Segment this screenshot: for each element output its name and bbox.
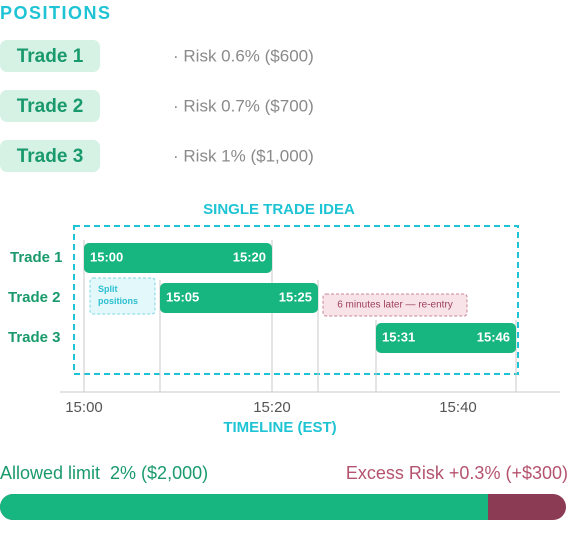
trade-bar [160, 283, 318, 313]
axis-tick-label: 15:00 [65, 399, 103, 416]
bar-end: 15:20 [233, 249, 266, 264]
bar-start: 15:31 [382, 329, 415, 344]
split-note-box [89, 277, 156, 315]
position-risk: · Risk 0.7% ($700) [173, 96, 314, 115]
reentry-note-box [322, 293, 468, 317]
pill [0, 90, 100, 122]
allowed-limit: Allowed limit 2% ($2,000) [0, 463, 208, 483]
bar-start: 15:00 [90, 249, 123, 264]
header-title: POSITIONS [0, 3, 112, 23]
allowed-bar [0, 494, 488, 520]
position-risk: · Risk 0.6% ($600) [173, 46, 314, 65]
row-label: Trade 2 [8, 289, 61, 306]
bar-end: 15:25 [279, 289, 312, 304]
axis-tick-label: 15:40 [439, 399, 477, 416]
axis-tick-label: 15:20 [253, 399, 291, 416]
trade-idea-box [73, 225, 519, 375]
position-label: Trade 3 [17, 146, 84, 167]
reentry-note: 6 minutes later — re-entry [337, 300, 453, 311]
pill [0, 140, 100, 172]
axis-title: TIMELINE (EST) [223, 419, 336, 436]
position-label: Trade 1 [17, 46, 84, 67]
timeline-title: SINGLE TRADE IDEA [203, 201, 355, 218]
excess-risk: Excess Risk +0.3% (+$300) [346, 463, 568, 483]
pill [0, 40, 100, 72]
position-risk: · Risk 1% ($1,000) [173, 146, 314, 165]
bar-start: 15:05 [166, 289, 199, 304]
bar-end: 15:46 [477, 329, 510, 344]
trade-bar [376, 323, 516, 353]
split-note: Split positions [98, 284, 138, 306]
row-label: Trade 1 [10, 249, 63, 266]
trade-bar [84, 243, 272, 273]
row-label: Trade 3 [8, 329, 61, 346]
position-label: Trade 2 [17, 96, 84, 117]
split-note-wrap: Split positions [98, 284, 138, 306]
